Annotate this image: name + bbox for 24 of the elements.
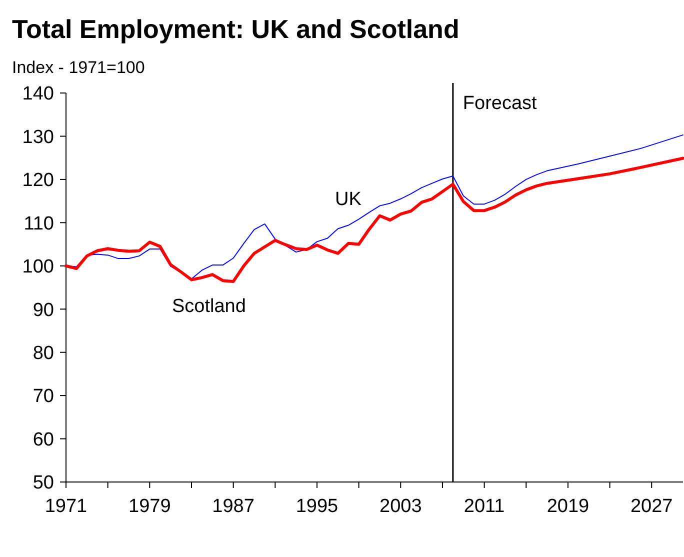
y-tick-label: 120	[22, 170, 54, 192]
x-tick-label: 1971	[44, 496, 88, 517]
x-tick-label: 2019	[546, 496, 590, 517]
line-series	[64, 156, 684, 283]
x-tick-label: 2011	[464, 496, 505, 517]
y-tick-label: 140	[22, 84, 54, 105]
x-tick-label: 1979	[128, 496, 171, 517]
chart-title: Total Employment: UK and Scotland	[12, 14, 460, 44]
x-tick-label: 1995	[296, 496, 338, 517]
y-tick-label: 80	[32, 342, 54, 364]
series-label: Scotland	[172, 296, 246, 317]
y-tick-label: 110	[24, 213, 54, 234]
y-tick-label: 50	[32, 472, 54, 494]
y-tick-label: 130	[22, 126, 54, 148]
series-label: UK	[335, 189, 362, 210]
y-tick-label: 100	[22, 256, 54, 278]
y-tick-label: 90	[32, 300, 54, 321]
y-tick-label: 60	[32, 429, 54, 450]
x-tick-label: 2027	[630, 496, 673, 517]
y-axis-title: Index - 1971=100	[12, 58, 145, 77]
y-tick-label: 70	[32, 386, 54, 408]
x-tick-label: 1987	[212, 496, 254, 517]
ref-line-label: Forecast	[462, 93, 538, 114]
x-tick-label: 2003	[380, 496, 422, 517]
